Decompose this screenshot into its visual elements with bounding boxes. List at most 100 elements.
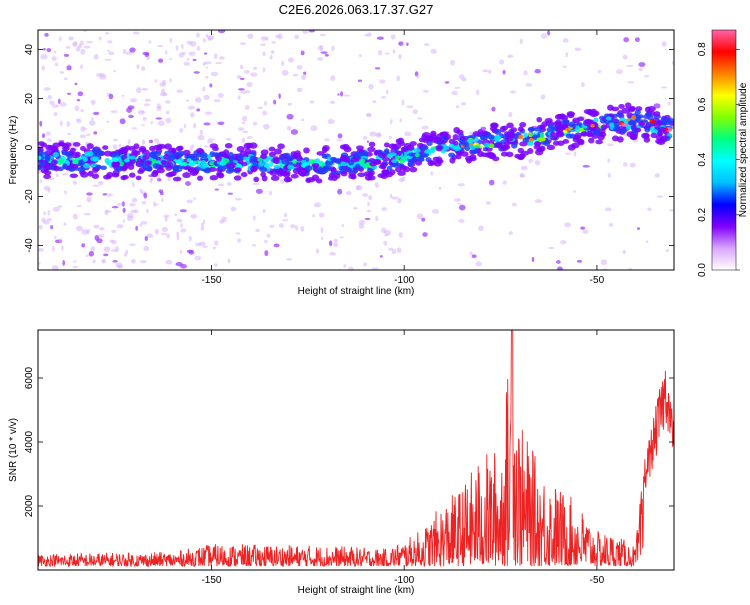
noise-cell — [164, 216, 168, 223]
noise-cell — [180, 223, 183, 229]
noise-cell — [478, 225, 484, 231]
noise-cell — [83, 45, 91, 49]
noise-cell — [247, 33, 254, 39]
ridge-cell — [177, 145, 184, 151]
noise-cell — [669, 209, 674, 212]
x-tick-label: -100 — [394, 575, 414, 586]
ridge-cell — [565, 127, 571, 132]
noise-cell — [86, 40, 93, 44]
noise-cell — [355, 185, 361, 191]
noise-cell — [72, 213, 78, 220]
ridge-cell — [281, 160, 290, 165]
noise-cell — [183, 61, 191, 66]
ridge-cell — [233, 175, 242, 181]
noise-cell — [185, 181, 191, 186]
noise-cell — [188, 235, 192, 242]
ridge-cell — [53, 165, 60, 172]
noise-cell — [485, 201, 492, 205]
noise-cell — [358, 223, 365, 229]
noise-cell — [376, 133, 382, 137]
noise-cell — [385, 89, 389, 95]
ridge-cell — [418, 137, 427, 143]
ridge-cell — [274, 148, 282, 155]
noise-cell — [374, 67, 381, 70]
noise-cell — [191, 144, 195, 148]
noise-cell — [629, 162, 636, 168]
ridge-cell — [641, 132, 650, 139]
noise-cell — [333, 238, 338, 243]
noise-cell — [98, 227, 105, 231]
noise-cell — [150, 120, 154, 125]
noise-cell — [176, 235, 180, 241]
colorbar-tick-label: 0.8 — [697, 42, 708, 56]
ridge-cell — [241, 172, 248, 178]
noise-cell — [253, 66, 258, 70]
ridge-cell — [470, 149, 478, 155]
ridge-cell — [259, 166, 268, 173]
ridge-cell — [61, 156, 67, 160]
noise-cell — [321, 236, 324, 240]
noise-cell — [396, 247, 402, 254]
ridge-cell — [397, 137, 405, 144]
noise-cell — [131, 181, 135, 188]
ridge-cell — [234, 167, 242, 173]
noise-cell — [271, 41, 276, 44]
noise-cell — [262, 67, 266, 73]
ridge-cell — [533, 127, 542, 132]
noise-cell — [391, 248, 397, 255]
noise-cell — [66, 92, 72, 95]
noise-cell — [458, 74, 465, 79]
ridge-cell — [518, 134, 524, 140]
ridge-cell — [303, 147, 310, 154]
ridge-cell — [526, 141, 534, 146]
noise-cell — [337, 188, 343, 195]
noise-cell — [53, 50, 57, 54]
noise-cell — [137, 109, 145, 115]
ridge-cell — [413, 148, 421, 154]
noise-cell — [390, 34, 396, 40]
noise-cell — [175, 262, 183, 267]
noise-cell — [366, 113, 372, 117]
noise-cell — [318, 212, 325, 218]
noise-cell — [154, 228, 159, 235]
noise-cell — [337, 133, 343, 139]
noise-cell — [47, 218, 52, 222]
noise-cell — [531, 256, 535, 263]
noise-cell — [270, 50, 275, 55]
noise-cell — [179, 209, 187, 213]
ridge-cell — [444, 134, 451, 140]
noise-cell — [40, 54, 48, 60]
noise-cell — [303, 71, 307, 75]
noise-cell — [51, 56, 57, 62]
noise-cell — [59, 71, 65, 74]
noise-cell — [54, 235, 57, 240]
ridge-cell — [621, 107, 630, 114]
noise-cell — [269, 224, 275, 229]
ridge-cell — [290, 151, 297, 157]
ridge-cell — [631, 114, 637, 121]
ridge-cell — [409, 166, 418, 173]
noise-cell — [555, 260, 561, 264]
ridge-cell — [597, 134, 605, 141]
noise-cell — [90, 99, 96, 105]
noise-cell — [343, 264, 347, 268]
noise-cell — [626, 64, 634, 68]
noise-cell — [193, 71, 200, 74]
noise-cell — [560, 240, 567, 245]
noise-cell — [399, 118, 402, 123]
noise-cell — [634, 37, 640, 43]
noise-cell — [104, 210, 112, 213]
ridge-cell — [393, 143, 402, 150]
noise-cell — [264, 250, 269, 257]
ridge-cell — [144, 160, 152, 166]
noise-cell — [46, 48, 52, 53]
noise-cell — [226, 137, 232, 141]
noise-cell — [265, 36, 269, 41]
noise-cell — [205, 66, 209, 69]
noise-cell — [154, 79, 158, 83]
noise-cell — [77, 91, 84, 97]
noise-cell — [564, 222, 572, 228]
noise-cell — [329, 100, 336, 105]
noise-cell — [616, 69, 623, 75]
ridge-cell — [277, 143, 285, 150]
